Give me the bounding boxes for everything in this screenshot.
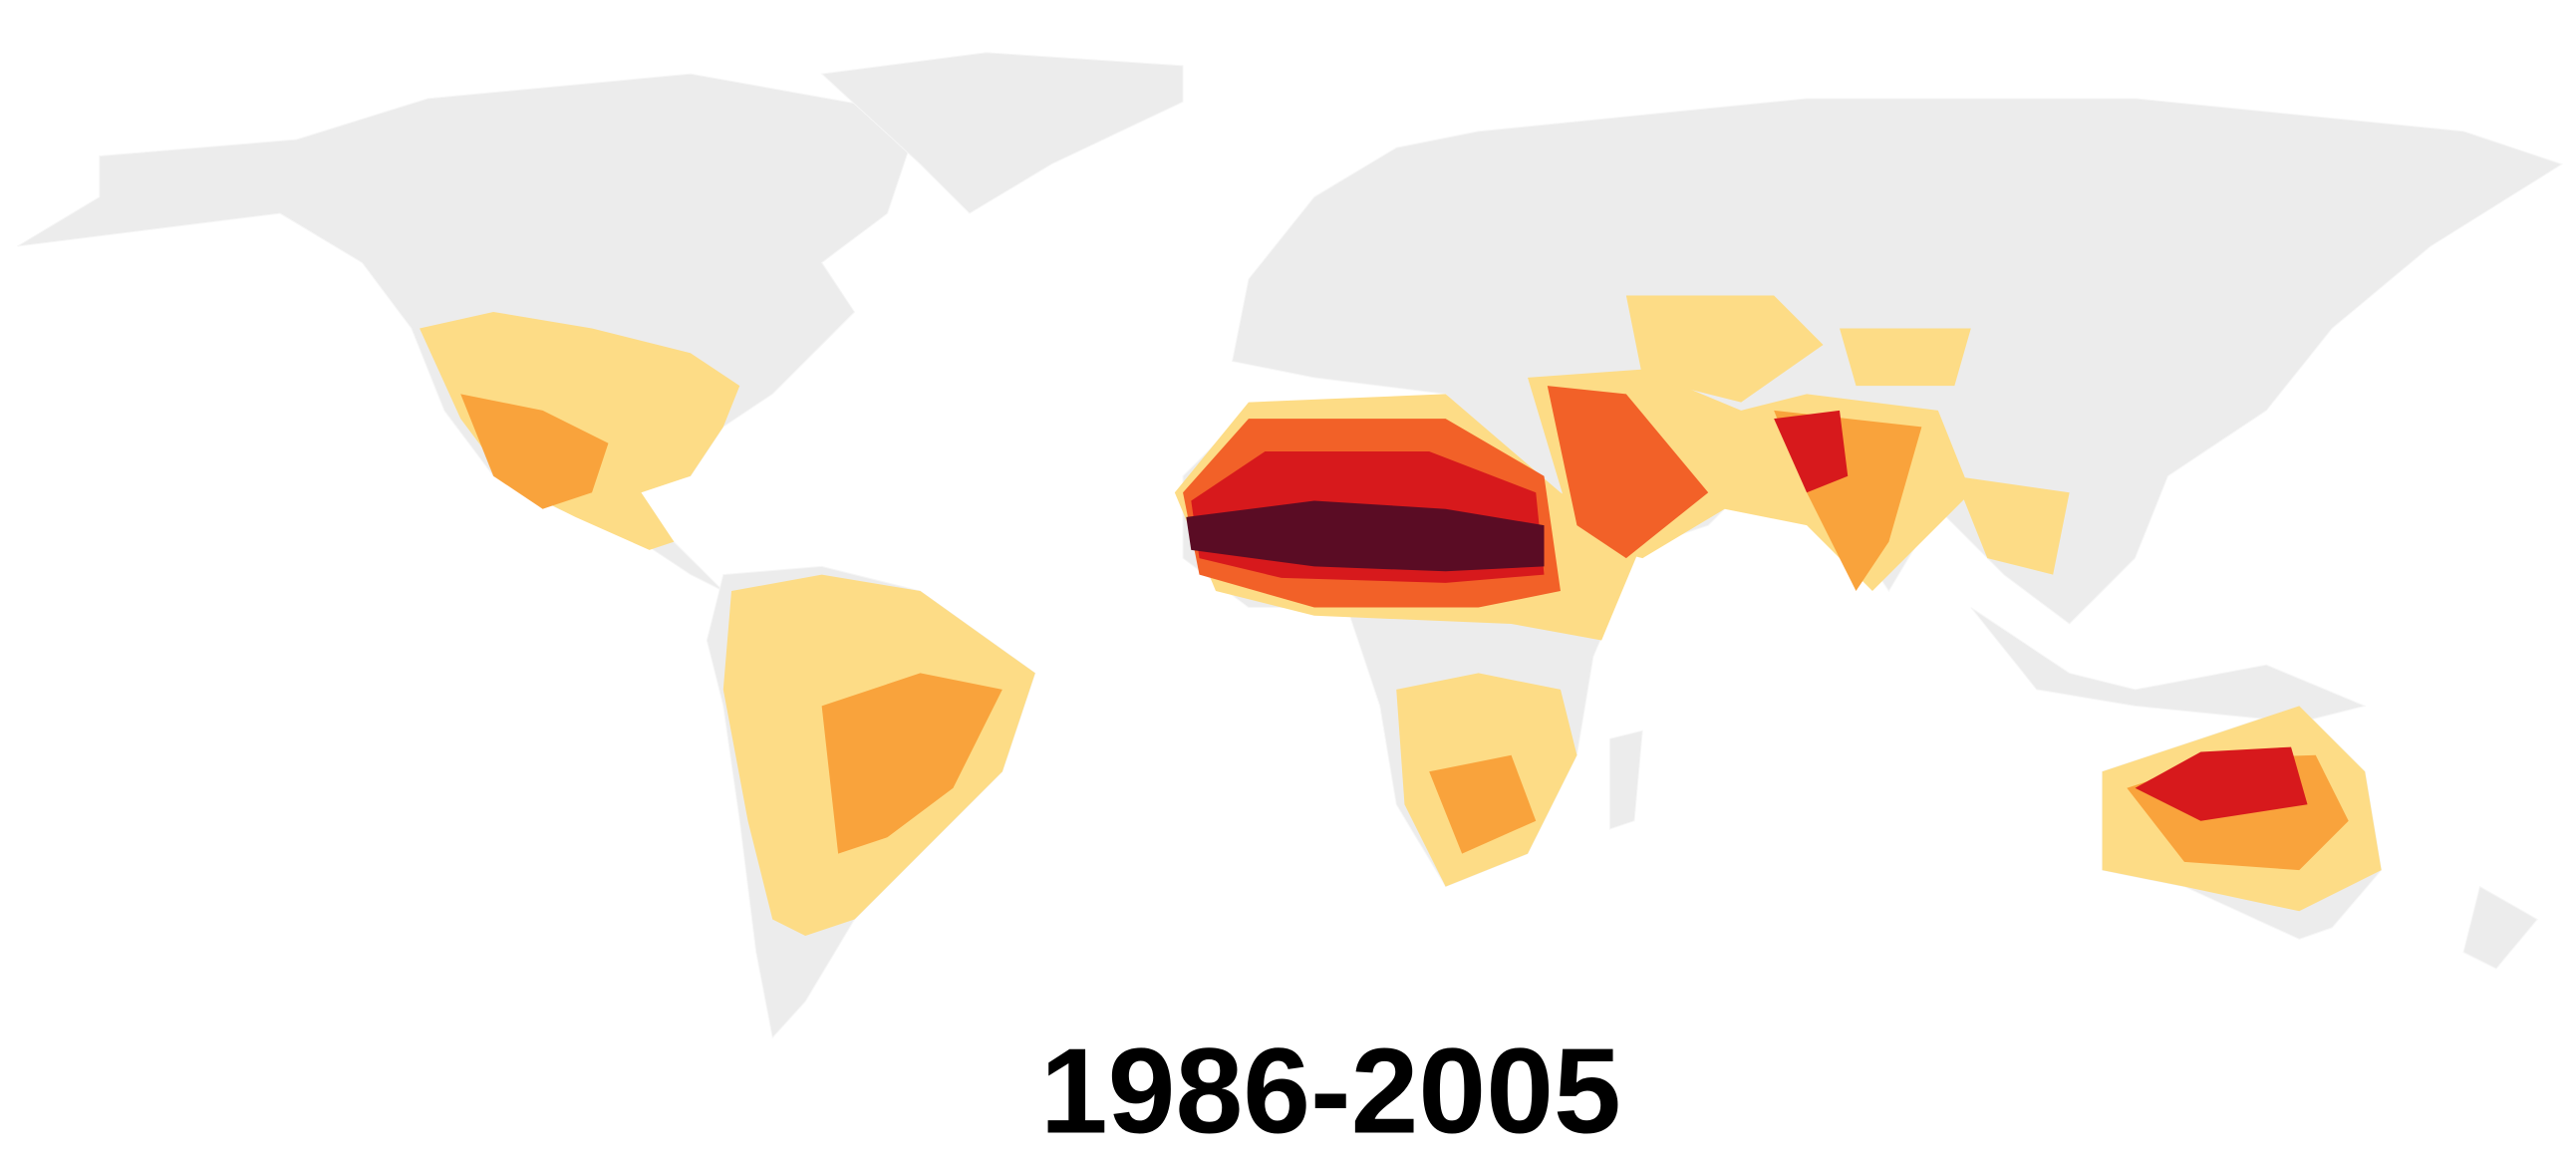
heat-regions <box>420 295 2382 937</box>
map-title: 1986-2005 <box>1040 1023 1621 1159</box>
